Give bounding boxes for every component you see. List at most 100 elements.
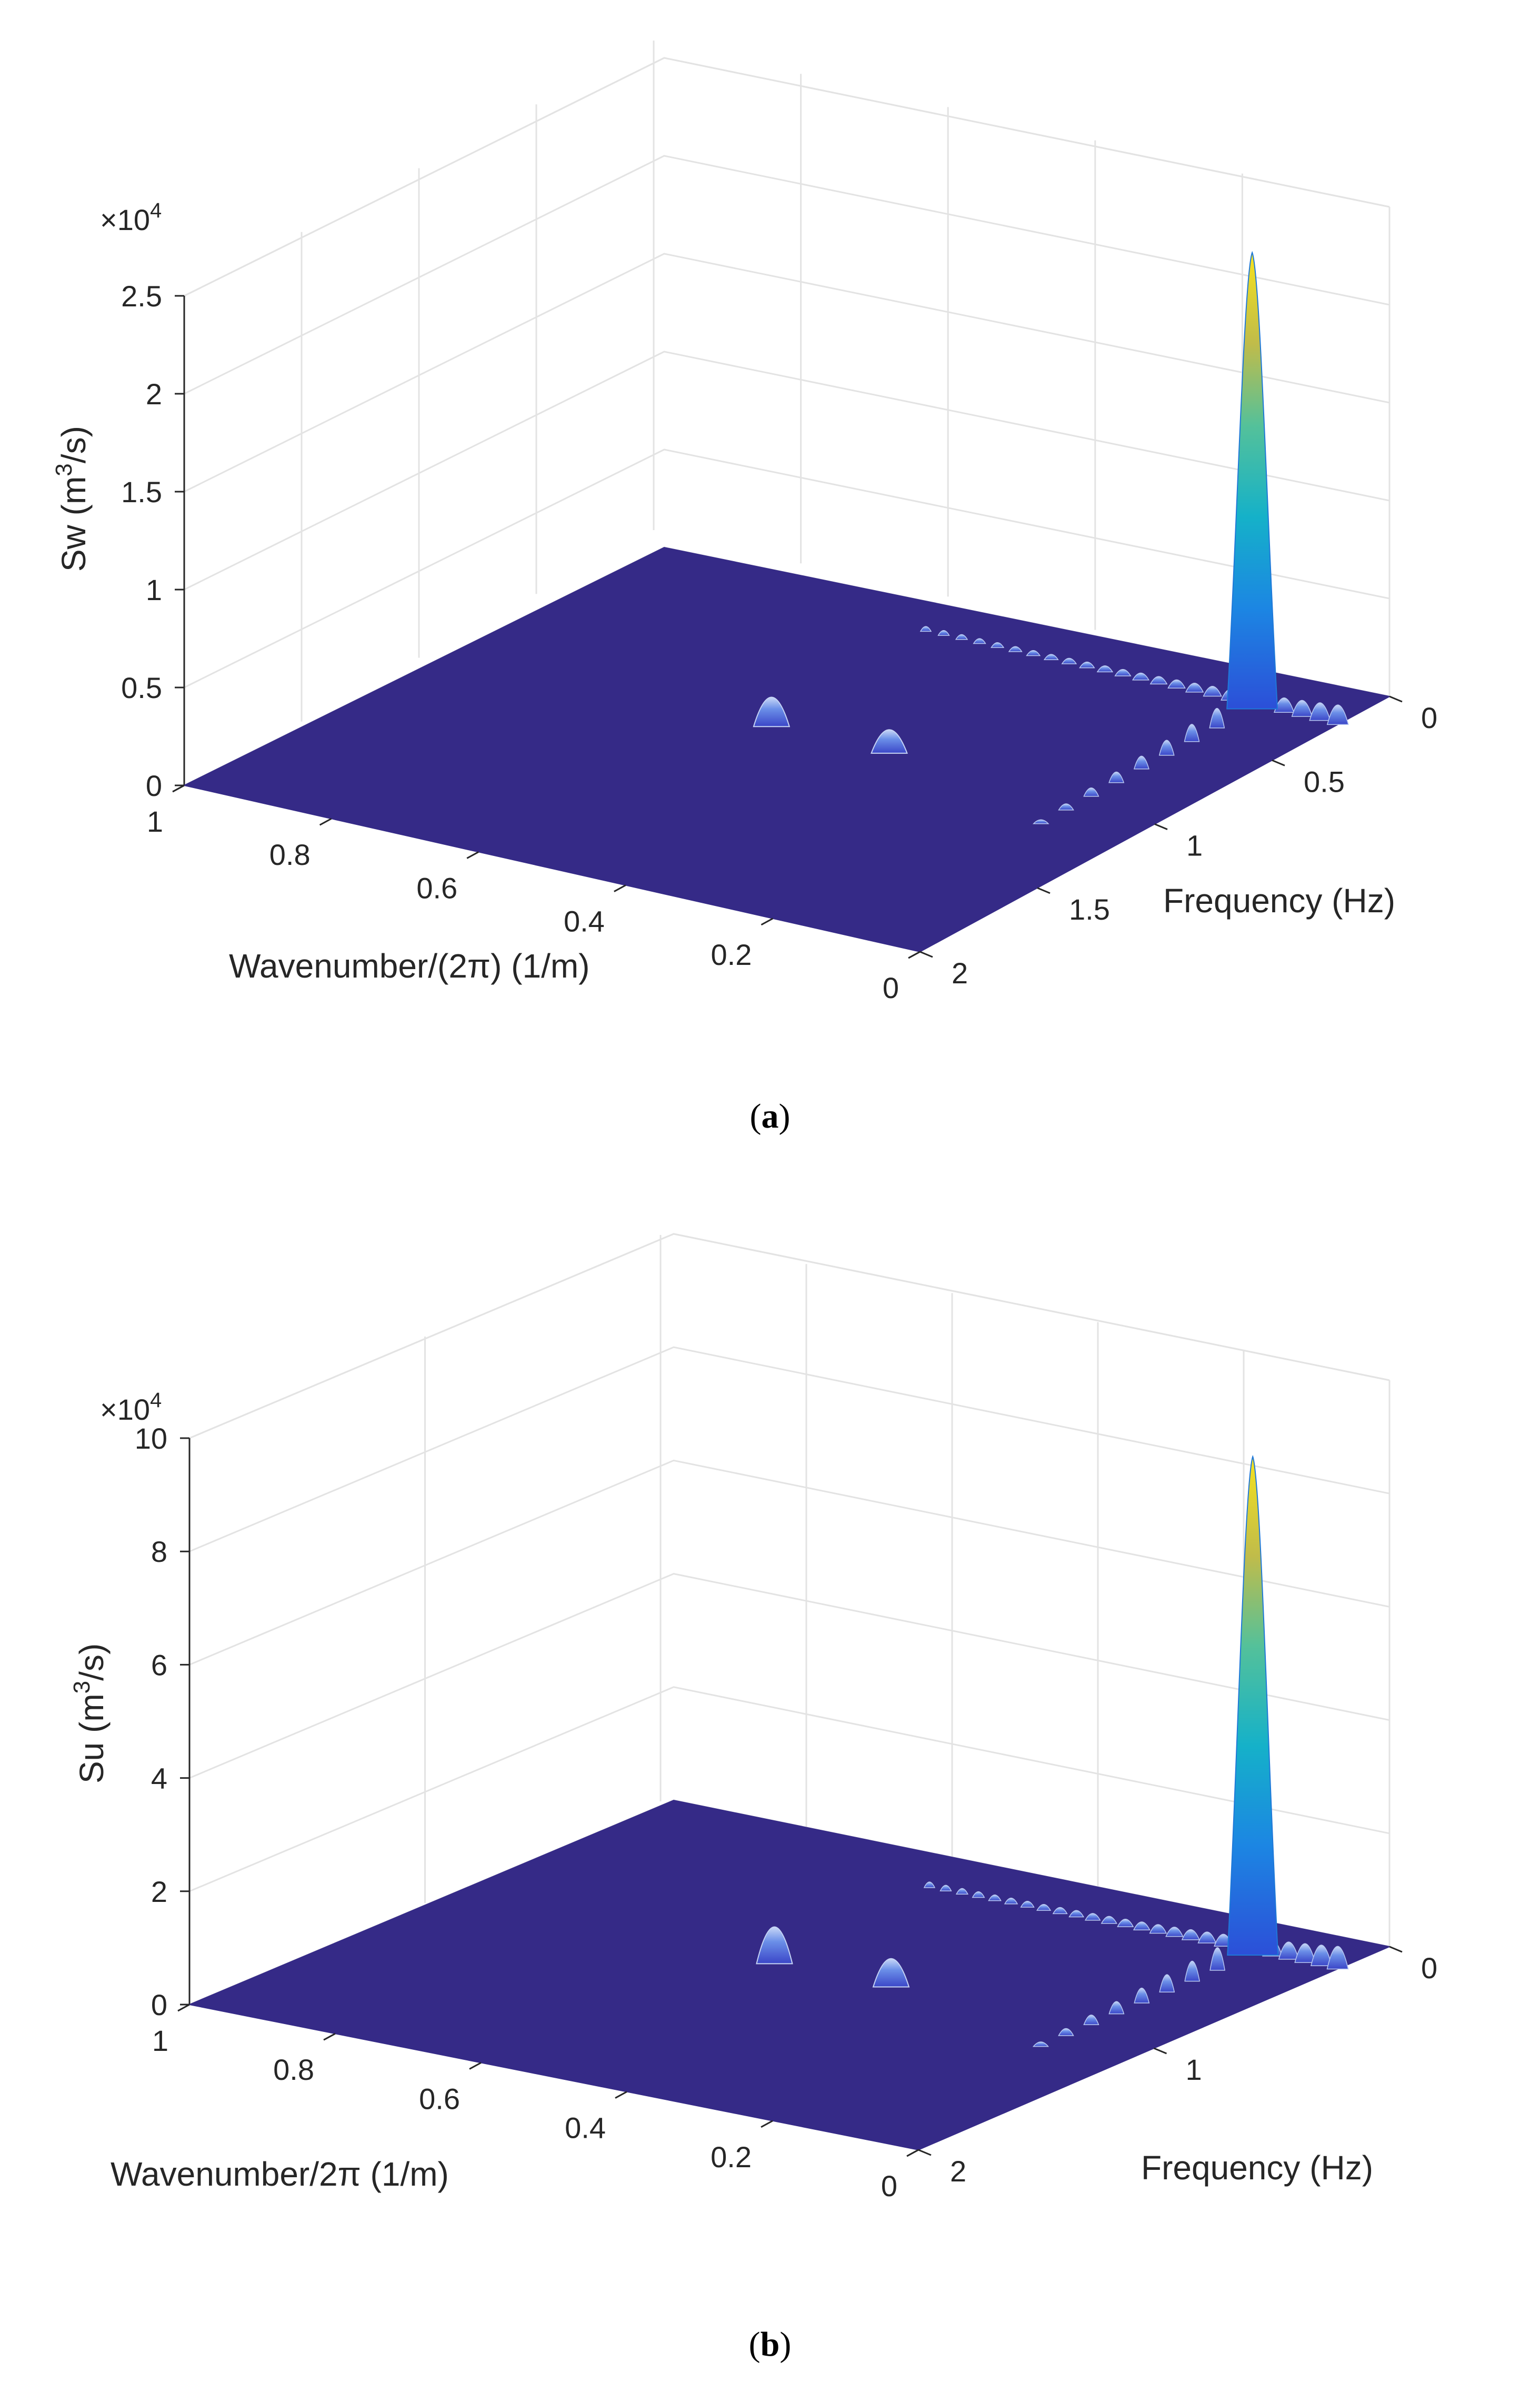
y-tick-label: 0.6 bbox=[419, 2082, 460, 2115]
ripple-peak bbox=[1133, 1921, 1151, 1931]
ripple-peak bbox=[1096, 665, 1114, 673]
top-frame bbox=[189, 1233, 1390, 1439]
ripple-peak bbox=[1165, 1927, 1184, 1937]
y-tick-label: 0.4 bbox=[564, 905, 605, 938]
ripple-peak bbox=[988, 1895, 1002, 1901]
y-tick-label: 0.6 bbox=[416, 871, 457, 904]
ripple-peak bbox=[1209, 1947, 1226, 1971]
ripple-peak bbox=[1043, 654, 1059, 660]
z-tick-label: 0 bbox=[146, 769, 162, 802]
y-tick-label: 0 bbox=[881, 2169, 897, 2202]
panel-a-exponent-label: ×104 bbox=[100, 199, 162, 236]
y-tick-mark bbox=[319, 818, 332, 826]
x-tick-label: 0 bbox=[1421, 1951, 1437, 1985]
x-tick-mark bbox=[919, 951, 933, 958]
surface-floor bbox=[187, 1799, 1392, 2151]
z-tick-label: 10 bbox=[135, 1422, 167, 1455]
z-tick-label: 0 bbox=[151, 1988, 167, 2021]
ripple-peak bbox=[1158, 740, 1175, 756]
secondary-peak bbox=[871, 729, 908, 754]
ripple-peak bbox=[1101, 1916, 1117, 1924]
x-tick-label: 0.5 bbox=[1304, 765, 1345, 798]
z-tick-label: 1.5 bbox=[121, 475, 162, 509]
x-tick-mark bbox=[1389, 1946, 1403, 1953]
z-tick-label: 2 bbox=[151, 1875, 167, 1908]
z-gridline bbox=[184, 155, 1390, 395]
y-tick-mark bbox=[466, 851, 479, 859]
ripple-peak bbox=[1326, 704, 1349, 725]
panel-a-caption: (a) bbox=[750, 1097, 791, 1135]
ripple-peak bbox=[1008, 646, 1023, 652]
z-gridline bbox=[184, 57, 1390, 297]
z-gridline bbox=[189, 1459, 1390, 1666]
x-tick-mark bbox=[1389, 695, 1403, 703]
panel-b-z-axis-label: Su (m3/s) bbox=[69, 1643, 111, 1783]
x-tick-label: 1.5 bbox=[1069, 893, 1110, 926]
x-tick-mark bbox=[1037, 887, 1051, 894]
z-tick-label: 6 bbox=[151, 1648, 167, 1681]
x-tick-label: 2 bbox=[952, 956, 968, 990]
z-tick-label: 8 bbox=[151, 1535, 167, 1568]
z-tick-label: 1 bbox=[146, 573, 162, 606]
x-tick-label: 0 bbox=[1421, 701, 1437, 734]
y-tick-mark bbox=[323, 2032, 336, 2041]
ripple-peak bbox=[1114, 669, 1132, 676]
y-tick-mark bbox=[469, 2062, 482, 2070]
panel-b-z-ticks: 0 2 4 6 8 10 bbox=[135, 1422, 189, 2021]
ripple-peak bbox=[923, 1881, 936, 1888]
panel-a-y-axis-label: Wavenumber/(2π) (1/m) bbox=[229, 947, 589, 985]
ripple-peak bbox=[1083, 2015, 1099, 2026]
y-tick-mark bbox=[906, 2149, 919, 2157]
ripple-peak bbox=[1026, 650, 1041, 656]
x-tick-mark bbox=[1154, 823, 1168, 830]
panel-a-z-axis-label: Sw (m3/s) bbox=[51, 426, 93, 572]
ripple-peak bbox=[1132, 672, 1149, 681]
y-tick-mark bbox=[761, 918, 774, 926]
ripple-peak bbox=[1058, 803, 1074, 811]
ripple-peak bbox=[1020, 1901, 1035, 1908]
y-tick-mark bbox=[615, 2091, 627, 2099]
ripple-peak bbox=[955, 634, 968, 640]
ripple-peak bbox=[1203, 686, 1222, 697]
ripple-peak bbox=[1052, 1907, 1068, 1915]
panel-a-z-ticks: 0 0.5 1 1.5 2 2.5 bbox=[121, 280, 184, 802]
z-tick-label: 2.5 bbox=[121, 280, 162, 313]
ripple-peak bbox=[1149, 1924, 1167, 1934]
top-frame bbox=[184, 57, 1390, 297]
y-tick-label: 0.8 bbox=[273, 2053, 314, 2086]
ripple-peak bbox=[1209, 708, 1225, 729]
z-gridline bbox=[184, 351, 1390, 591]
ripple-peak bbox=[1084, 1913, 1101, 1921]
ripple-peak bbox=[1184, 1961, 1201, 1982]
ripple-peak bbox=[1326, 1946, 1349, 1970]
panel-b-x-axis-label: Frequency (Hz) bbox=[1141, 2149, 1373, 2187]
main-peak bbox=[1226, 251, 1278, 710]
y-tick-label: 1 bbox=[147, 805, 163, 838]
y-tick-label: 0.2 bbox=[711, 938, 752, 971]
panel-a-x-ticks: 0 0.5 1 1.5 2 bbox=[919, 695, 1437, 990]
panel-b-surface bbox=[187, 1454, 1392, 2151]
y-tick-label: 0 bbox=[883, 971, 899, 1004]
ripple-peak bbox=[1032, 2041, 1049, 2047]
ripple-peak bbox=[1036, 1903, 1052, 1911]
x-tick-label: 1 bbox=[1186, 829, 1203, 862]
y-tick-mark bbox=[761, 2120, 773, 2128]
panel-b-caption: (b) bbox=[749, 2325, 792, 2364]
y-tick-label: 0.2 bbox=[711, 2140, 752, 2174]
ripple-peak bbox=[1133, 755, 1149, 770]
ripple-peak bbox=[1184, 724, 1200, 742]
ripple-peak bbox=[1134, 1987, 1150, 2004]
ripple-peak bbox=[991, 642, 1005, 648]
y-tick-label: 1 bbox=[152, 2024, 168, 2057]
panel-a-x-axis-label: Frequency (Hz) bbox=[1163, 882, 1395, 920]
ripple-peak bbox=[973, 638, 986, 644]
panel-b-gridlines bbox=[188, 1233, 1391, 2006]
ripple-peak bbox=[1159, 1974, 1175, 1993]
panel-b-y-axis-label: Wavenumber/2π (1/m) bbox=[111, 2155, 449, 2193]
ripple-peak bbox=[1058, 2028, 1074, 2036]
y-tick-label: 0.8 bbox=[269, 838, 311, 871]
ripple-peak bbox=[939, 1885, 952, 1891]
ripple-peak bbox=[919, 626, 932, 632]
